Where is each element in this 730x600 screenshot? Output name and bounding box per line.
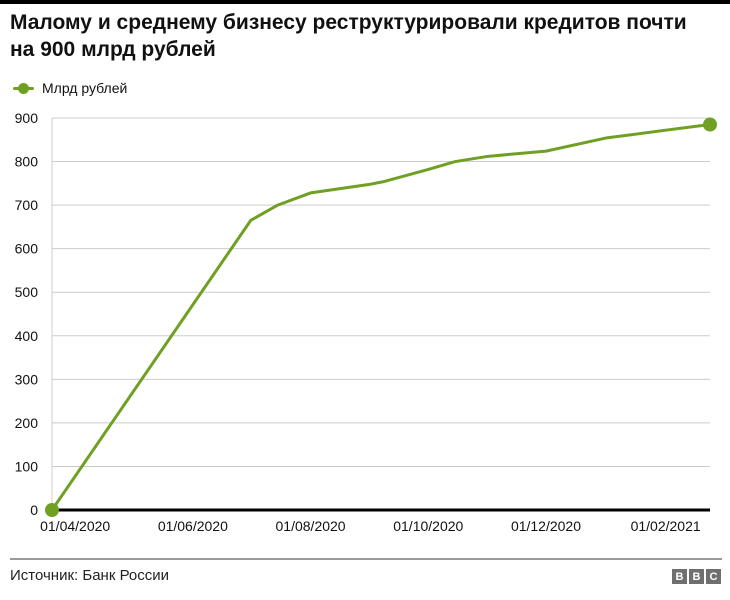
- legend-line-dot-marker-icon: [13, 82, 34, 94]
- x-axis-label: 01/10/2020: [393, 518, 463, 534]
- x-axis-label: 01/04/2020: [40, 518, 110, 534]
- footer-divider: [10, 558, 722, 560]
- legend-marker-dot: [18, 82, 29, 94]
- bbc-logo-letter: B: [689, 569, 704, 584]
- source-attribution: Источник: Банк России: [10, 567, 170, 584]
- x-axis-label: 01/06/2020: [158, 518, 228, 534]
- x-axis-label: 01/08/2020: [276, 518, 346, 534]
- y-axis-label: 100: [15, 458, 39, 474]
- y-axis-label: 400: [15, 328, 39, 344]
- bbc-logo-letter: B: [672, 569, 687, 584]
- chart-title-line-2: на 900 млрд рублей: [10, 38, 216, 61]
- start-point-marker: [45, 503, 59, 517]
- bbc-logo-letter: C: [706, 569, 721, 584]
- bbc-logo: B B C: [672, 569, 721, 584]
- y-axis-label: 300: [15, 371, 39, 387]
- y-axis-label: 500: [15, 284, 39, 300]
- chart-title: Малому и среднему бизнесу реструктуриров…: [10, 9, 722, 63]
- y-axis-label: 600: [15, 241, 39, 257]
- y-axis-label: 900: [15, 110, 39, 126]
- legend: Млрд рублей: [13, 80, 127, 96]
- line-chart: 0 100 200 300 400 500 600 700 800 900 01/04/2020 01…: [15, 110, 717, 534]
- data-line: [50, 123, 711, 511]
- y-axis-label: 800: [15, 154, 39, 170]
- top-accent-bar: [0, 0, 730, 4]
- chart-title-line-1: Малому и среднему бизнесу реструктуриров…: [10, 11, 687, 34]
- y-axis-label: 700: [15, 197, 39, 213]
- legend-label: Млрд рублей: [42, 80, 128, 96]
- y-axis-label: 0: [30, 502, 38, 518]
- y-axis-label: 200: [15, 415, 39, 431]
- end-point-marker: [703, 117, 717, 132]
- x-axis-label: 01/12/2020: [511, 518, 581, 534]
- x-axis-label: 01/02/2021: [631, 518, 701, 534]
